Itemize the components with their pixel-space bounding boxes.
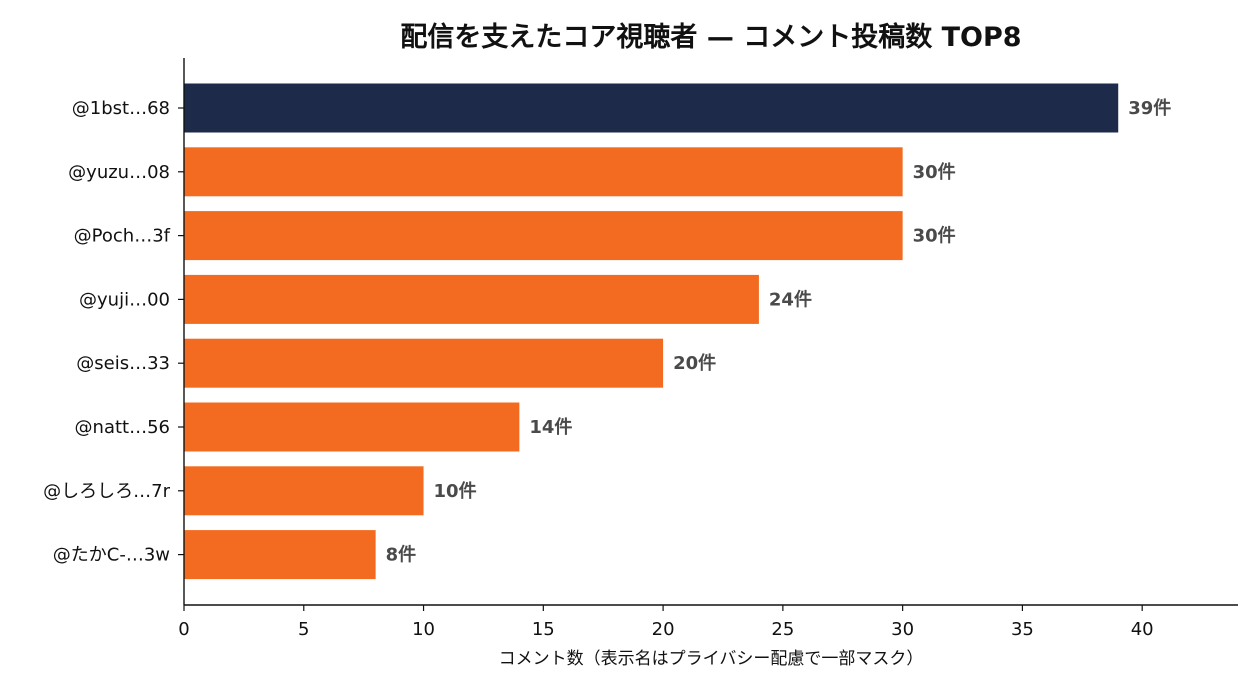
x-tick-label: 15 [532, 619, 555, 640]
category-label: @yuji…00 [79, 289, 170, 310]
x-tick-label: 20 [652, 619, 675, 640]
x-tick-label: 5 [298, 619, 309, 640]
x-ticks-group: 0 5 10 15 20 25 30 35 40 [178, 605, 1154, 640]
x-tick-label: 0 [178, 619, 189, 640]
bar-8 [184, 530, 376, 580]
x-axis-label: コメント数（表示名はプライバシー配慮で一部マスク） [499, 649, 924, 669]
bar-3 [184, 211, 903, 261]
x-tick-label: 35 [1011, 619, 1034, 640]
chart-title: 配信を支えたコア視聴者 — コメント投稿数 TOP8 [400, 21, 1021, 53]
category-label: @natt…56 [75, 417, 170, 438]
bar-value-label: 10件 [434, 480, 477, 502]
bar-value-label: 30件 [913, 225, 956, 247]
x-tick-label: 30 [891, 619, 914, 640]
category-label: @seis…33 [76, 353, 170, 374]
category-label: @Poch…3f [74, 226, 171, 247]
category-label: @1bst…68 [72, 98, 170, 119]
bar-5 [184, 338, 664, 388]
value-labels-group: 39件 30件 30件 24件 20件 14件 10件 8件 [386, 97, 1172, 566]
bars-group [184, 83, 1119, 580]
bar-2 [184, 147, 903, 197]
bar-7 [184, 466, 424, 516]
x-tick-label: 40 [1131, 619, 1154, 640]
bar-value-label: 8件 [386, 544, 417, 566]
x-tick-label: 10 [412, 619, 435, 640]
category-label: @たかC-…3w [53, 545, 170, 566]
category-label: @しろしろ…7r [43, 481, 170, 502]
category-label: @yuzu…08 [68, 162, 170, 183]
bar-value-label: 39件 [1128, 97, 1171, 119]
x-tick-label: 25 [771, 619, 794, 640]
bar-1 [184, 83, 1119, 133]
category-labels-group: @1bst…68 @yuzu…08 @Poch…3f @yuji…00 @seis…33… [43, 98, 184, 566]
bar-4 [184, 274, 759, 324]
bar-value-label: 20件 [673, 352, 716, 374]
bar-value-label: 14件 [529, 416, 572, 438]
bar-value-label: 30件 [913, 161, 956, 183]
bar-value-label: 24件 [769, 288, 812, 310]
bar-6 [184, 402, 520, 452]
